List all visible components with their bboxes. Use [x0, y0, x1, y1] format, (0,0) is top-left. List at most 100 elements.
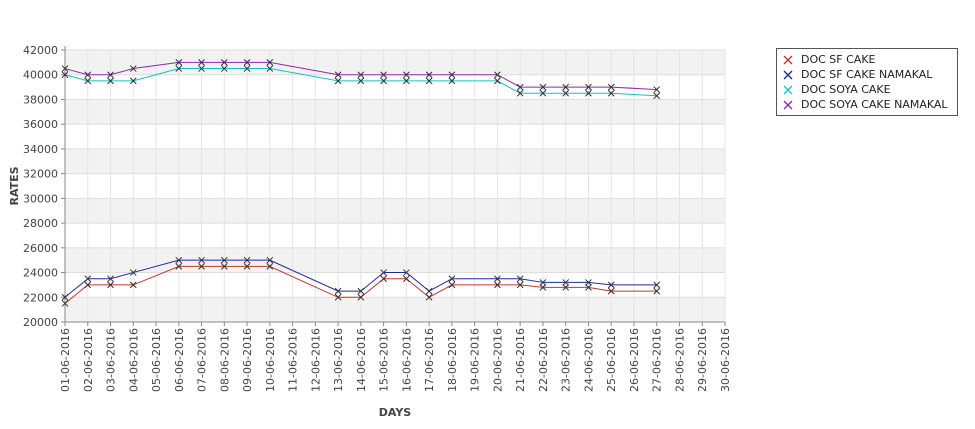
x-tick-label: 09-06-2016	[241, 328, 254, 392]
y-tick-label: 22000	[23, 291, 58, 304]
x-tick-label: 13-06-2016	[332, 328, 345, 392]
y-tick-label: 24000	[23, 267, 58, 280]
data-point-marker	[61, 300, 69, 307]
plot-band	[65, 247, 725, 273]
chart-legend: DOC SF CAKE DOC SF CAKE NAMAKAL DOC SOYA C…	[776, 48, 958, 116]
y-tick-label: 28000	[23, 217, 58, 230]
data-point-marker	[516, 275, 524, 283]
data-point-marker	[562, 284, 570, 291]
legend-marker-icon	[781, 67, 795, 82]
data-point-marker	[266, 263, 274, 270]
data-point-marker	[243, 59, 251, 66]
x-tick-label: 20-06-2016	[491, 328, 504, 392]
data-point-marker	[129, 269, 137, 276]
data-point-marker	[425, 71, 433, 79]
data-point-marker	[607, 287, 615, 295]
data-point-marker	[403, 275, 410, 283]
data-point-marker	[448, 71, 456, 79]
x-tick-label: 18-06-2016	[446, 328, 459, 392]
x-tick-label: 04-06-2016	[127, 328, 140, 392]
data-point-marker	[107, 77, 114, 85]
x-tick-label: 21-06-2016	[514, 328, 527, 392]
data-point-marker	[653, 92, 661, 100]
data-point-marker	[334, 71, 342, 79]
data-point-marker	[448, 77, 456, 85]
data-point-marker	[494, 71, 501, 79]
data-point-marker	[562, 89, 570, 97]
data-point-marker	[175, 59, 183, 66]
data-point-marker	[494, 275, 501, 283]
axes	[64, 46, 725, 323]
x-tick-label: 12-06-2016	[309, 328, 322, 392]
y-axis-title: RATES	[8, 166, 21, 205]
data-point-marker	[243, 65, 251, 72]
data-point-marker	[107, 281, 114, 289]
data-point-marker	[607, 281, 615, 289]
y-axis-ticks: 20000 22000 24000 26000 28000 30000 32000 34000…	[23, 44, 65, 329]
data-point-marker	[198, 65, 205, 72]
series-group	[61, 59, 661, 93]
data-point-marker	[380, 275, 387, 283]
data-point-marker	[243, 256, 251, 264]
data-point-marker	[84, 281, 92, 289]
data-point-marker	[334, 293, 342, 301]
legend-marker-icon	[781, 82, 795, 97]
y-tick-label: 26000	[23, 242, 58, 255]
y-tick-label: 20000	[23, 316, 58, 329]
legend-item: DOC SF CAKE	[777, 52, 957, 67]
x-tick-label: 25-06-2016	[605, 328, 618, 392]
data-point-marker	[198, 59, 205, 66]
data-point-marker	[61, 65, 69, 72]
data-point-marker	[425, 287, 433, 295]
data-point-marker	[425, 77, 433, 85]
data-point-marker	[129, 281, 137, 289]
legend-label: DOC SOYA CAKE NAMAKAL	[801, 98, 948, 111]
data-point-marker	[266, 256, 274, 264]
data-point-marker	[357, 77, 365, 85]
series-group	[61, 256, 661, 301]
data-point-marker	[129, 77, 137, 85]
data-point-marker	[175, 256, 183, 264]
data-point-marker	[516, 281, 524, 289]
data-point-marker	[539, 279, 547, 286]
data-point-marker	[607, 89, 615, 97]
y-tick-label: 36000	[23, 118, 58, 131]
data-point-marker	[107, 275, 114, 283]
series-group	[61, 65, 661, 100]
data-point-marker	[585, 83, 592, 91]
data-point-marker	[380, 71, 387, 79]
data-point-marker	[653, 281, 661, 289]
plot-band	[65, 50, 725, 75]
data-point-marker	[585, 89, 592, 97]
x-tick-label: 03-06-2016	[105, 328, 118, 392]
data-point-marker	[61, 71, 69, 79]
data-point-marker	[334, 77, 342, 85]
data-point-marker	[585, 279, 592, 286]
series-line	[64, 259, 657, 298]
y-tick-label: 32000	[23, 168, 58, 181]
data-point-marker	[607, 83, 615, 91]
plot-band	[65, 297, 725, 322]
x-tick-label: 27-06-2016	[651, 328, 664, 392]
x-tick-label: 22-06-2016	[537, 328, 550, 392]
data-point-marker	[448, 281, 456, 289]
data-point-marker	[494, 77, 501, 85]
data-point-marker	[539, 83, 547, 91]
y-tick-label: 38000	[23, 93, 58, 106]
plot-band	[65, 99, 725, 125]
legend-item: DOC SOYA CAKE	[777, 82, 957, 97]
plot-band	[65, 148, 725, 174]
data-point-marker	[334, 287, 342, 295]
data-point-marker	[562, 83, 570, 91]
x-tick-label: 29-06-2016	[696, 328, 709, 392]
plot-bands	[65, 50, 725, 322]
legend-item: DOC SOYA CAKE NAMAKAL	[777, 97, 957, 112]
data-point-marker	[266, 65, 274, 72]
x-tick-label: 11-06-2016	[287, 328, 300, 392]
legend-marker-icon	[781, 52, 795, 67]
x-tick-label: 30-06-2016	[719, 328, 732, 392]
x-tick-label: 05-06-2016	[150, 328, 163, 392]
data-point-marker	[266, 59, 274, 66]
data-point-marker	[403, 71, 410, 79]
